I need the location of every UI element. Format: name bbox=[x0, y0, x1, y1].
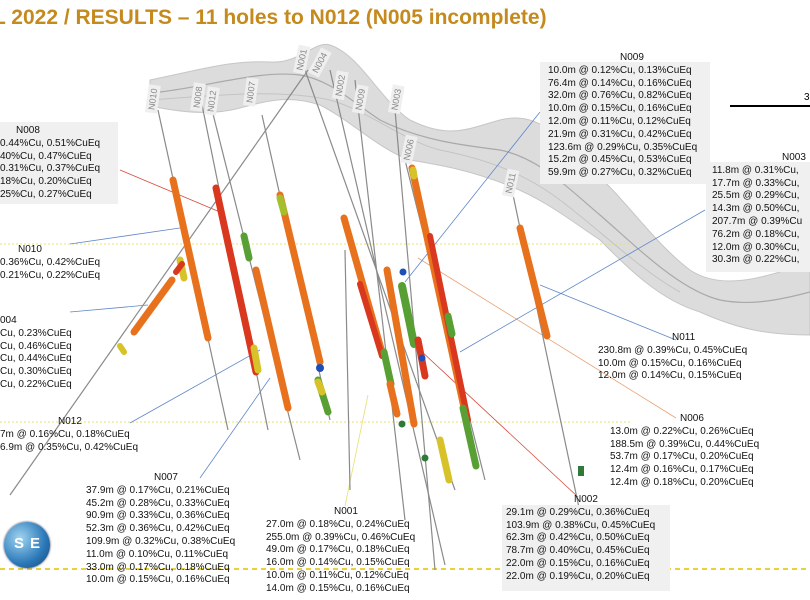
label-row: 6.9m @ 0.35%Cu, 0.42%CuEq bbox=[0, 441, 139, 453]
label-row: 14.3m @ 0.50%Cu, bbox=[712, 203, 800, 215]
label-row: 0.44%Cu, 0.51%CuEq bbox=[0, 137, 101, 149]
label-row: 27.0m @ 0.18%Cu, 0.24%CuEq bbox=[266, 518, 410, 530]
label-row: 52.3m @ 0.36%Cu, 0.42%CuEq bbox=[86, 523, 230, 535]
label-row: 49.0m @ 0.17%Cu, 0.18%CuEq bbox=[266, 544, 410, 556]
label-n003-hole: N003 bbox=[782, 152, 806, 163]
label-row: 90.9m @ 0.33%Cu, 0.36%CuEq bbox=[86, 510, 230, 522]
label-n008: N008 0.44%Cu, 0.51%CuEq 40%Cu, 0.47%CuEq… bbox=[0, 125, 100, 202]
company-logo: SE bbox=[4, 522, 50, 568]
label-row: 14.0m @ 0.15%Cu, 0.16%CuEq bbox=[266, 582, 410, 594]
label-row: 21.9m @ 0.31%Cu, 0.42%CuEq bbox=[548, 128, 692, 140]
label-row: 22.0m @ 0.19%Cu, 0.20%CuEq bbox=[506, 570, 650, 582]
slide-title: RIL 2022 / RESULTS – 11 holes to N012 (N… bbox=[0, 6, 547, 29]
label-row: Cu, 0.44%CuEq bbox=[0, 353, 72, 365]
label-n006: N006 13.0m @ 0.22%Cu, 0.26%CuEq 188.5m @… bbox=[610, 413, 759, 490]
label-row: 10.0m @ 0.11%Cu, 0.12%CuEq bbox=[266, 569, 409, 581]
label-row: 12.0m @ 0.11%Cu, 0.12%CuEq bbox=[548, 115, 691, 127]
label-row: 10.0m @ 0.15%Cu, 0.16%CuEq bbox=[86, 574, 230, 586]
label-row: 78.7m @ 0.40%Cu, 0.45%CuEq bbox=[506, 545, 650, 557]
label-n011-hole: N011 bbox=[672, 332, 696, 343]
label-row: 12.4m @ 0.16%Cu, 0.17%CuEq bbox=[610, 464, 754, 476]
label-row: 16.0m @ 0.14%Cu, 0.15%CuEq bbox=[266, 557, 410, 569]
label-row: 103.9m @ 0.38%Cu, 0.45%CuEq bbox=[506, 519, 656, 531]
label-row: 11.0m @ 0.10%Cu, 0.11%CuEq bbox=[86, 548, 229, 560]
company-logo-text: SE bbox=[14, 535, 47, 552]
label-n011: N011 230.8m @ 0.39%Cu, 0.45%CuEq 10.0m @… bbox=[598, 332, 747, 383]
label-n010: N010 0.36%Cu, 0.42%CuEq 0.21%Cu, 0.22%Cu… bbox=[0, 244, 100, 282]
label-n012: N012 7m @ 0.16%Cu, 0.18%CuEq 6.9m @ 0.35… bbox=[0, 416, 138, 454]
label-row: 76.2m @ 0.18%Cu, bbox=[712, 228, 800, 240]
label-row: 17.7m @ 0.33%Cu, bbox=[712, 177, 800, 189]
label-row: 207.7m @ 0.39%Cu bbox=[712, 215, 803, 227]
label-row: Cu, 0.23%CuEq bbox=[0, 327, 72, 339]
label-row: 0.36%Cu, 0.42%CuEq bbox=[0, 256, 101, 268]
label-n009-hole: N009 bbox=[620, 52, 644, 63]
label-row: 59.9m @ 0.27%Cu, 0.32%CuEq bbox=[548, 167, 692, 179]
label-box-n008 bbox=[0, 122, 118, 204]
label-row: 13.0m @ 0.22%Cu, 0.26%CuEq bbox=[610, 425, 754, 437]
label-row: 109.9m @ 0.32%Cu, 0.38%CuEq bbox=[86, 535, 236, 547]
label-row: 0.21%Cu, 0.22%CuEq bbox=[0, 269, 101, 281]
label-row: 33.0m @ 0.17%Cu, 0.18%CuEq bbox=[86, 561, 230, 573]
label-row: 25%Cu, 0.27%CuEq bbox=[0, 188, 92, 200]
label-row: 30.3m @ 0.22%Cu, bbox=[712, 254, 800, 266]
label-row: Cu, 0.46%CuEq bbox=[0, 340, 72, 352]
label-row: 18%Cu, 0.20%CuEq bbox=[0, 176, 92, 188]
scale-bar bbox=[730, 105, 810, 107]
label-row: 230.8m @ 0.39%Cu, 0.45%CuEq bbox=[598, 344, 748, 356]
label-box-n009 bbox=[540, 62, 710, 184]
label-row: 10.0m @ 0.15%Cu, 0.16%CuEq bbox=[548, 103, 692, 115]
label-n001-hole: N001 bbox=[334, 506, 358, 517]
label-row: Cu, 0.22%CuEq bbox=[0, 378, 72, 390]
label-n008-hole: N008 bbox=[16, 125, 40, 136]
label-n003: N003 11.8m @ 0.31%Cu, 17.7m @ 0.33%Cu, 2… bbox=[712, 152, 806, 267]
label-row: 255.0m @ 0.39%Cu, 0.46%CuEq bbox=[266, 531, 416, 543]
label-row: 29.1m @ 0.29%Cu, 0.36%CuEq bbox=[506, 506, 650, 518]
label-row: 32.0m @ 0.76%Cu, 0.82%CuEq bbox=[548, 90, 692, 102]
scale-bar-text: 3 bbox=[804, 92, 810, 103]
label-row: 45.2m @ 0.28%Cu, 0.33%CuEq bbox=[86, 497, 230, 509]
label-n012-hole: N012 bbox=[58, 416, 82, 427]
label-n004-hole: 004 bbox=[0, 315, 17, 326]
label-n001: N001 27.0m @ 0.18%Cu, 0.24%CuEq 255.0m @… bbox=[266, 506, 415, 596]
label-row: 53.7m @ 0.17%Cu, 0.20%CuEq bbox=[610, 451, 754, 463]
label-n009: N009 10.0m @ 0.12%Cu, 0.13%CuEq 76.4m @ … bbox=[548, 52, 697, 180]
label-row: 10.0m @ 0.15%Cu, 0.16%CuEq bbox=[598, 357, 742, 369]
intercept-segments bbox=[117, 164, 584, 484]
label-row: 62.3m @ 0.42%Cu, 0.50%CuEq bbox=[506, 532, 650, 544]
label-row: 22.0m @ 0.15%Cu, 0.16%CuEq bbox=[506, 557, 650, 569]
label-row: 12.0m @ 0.14%Cu, 0.15%CuEq bbox=[598, 370, 742, 382]
label-n002: N002 29.1m @ 0.29%Cu, 0.36%CuEq 103.9m @… bbox=[506, 494, 655, 584]
label-row: 123.6m @ 0.29%Cu, 0.35%CuEq bbox=[548, 141, 698, 153]
topography-surface bbox=[149, 43, 810, 336]
label-n007-hole: N007 bbox=[154, 472, 178, 483]
label-row: 76.4m @ 0.14%Cu, 0.16%CuEq bbox=[548, 77, 692, 89]
leader-lines bbox=[69, 111, 706, 507]
label-row: 37.9m @ 0.17%Cu, 0.21%CuEq bbox=[86, 484, 230, 496]
label-n010-hole: N010 bbox=[18, 244, 42, 255]
label-n006-hole: N006 bbox=[680, 413, 704, 424]
label-row: 0.31%Cu, 0.37%CuEq bbox=[0, 163, 101, 175]
label-row: 25.5m @ 0.29%Cu, bbox=[712, 190, 800, 202]
label-n004: 004 Cu, 0.23%CuEq Cu, 0.46%CuEq Cu, 0.44… bbox=[0, 315, 72, 392]
label-row: 12.0m @ 0.30%Cu, bbox=[712, 241, 800, 253]
label-row: 12.4m @ 0.18%Cu, 0.20%CuEq bbox=[610, 476, 754, 488]
label-box-n002 bbox=[502, 505, 670, 591]
label-box-n003 bbox=[706, 162, 810, 272]
label-row: 10.0m @ 0.12%Cu, 0.13%CuEq bbox=[548, 64, 692, 76]
label-row: 7m @ 0.16%Cu, 0.18%CuEq bbox=[0, 428, 130, 440]
label-row: 188.5m @ 0.39%Cu, 0.44%CuEq bbox=[610, 438, 760, 450]
label-row: 40%Cu, 0.47%CuEq bbox=[0, 150, 92, 162]
label-row: 11.8m @ 0.31%Cu, bbox=[712, 164, 799, 176]
label-n002-hole: N002 bbox=[574, 494, 598, 505]
label-row: 15.2m @ 0.45%Cu, 0.53%CuEq bbox=[548, 154, 692, 166]
label-n007: N007 37.9m @ 0.17%Cu, 0.21%CuEq 45.2m @ … bbox=[86, 472, 235, 587]
label-row: Cu, 0.30%CuEq bbox=[0, 366, 72, 378]
